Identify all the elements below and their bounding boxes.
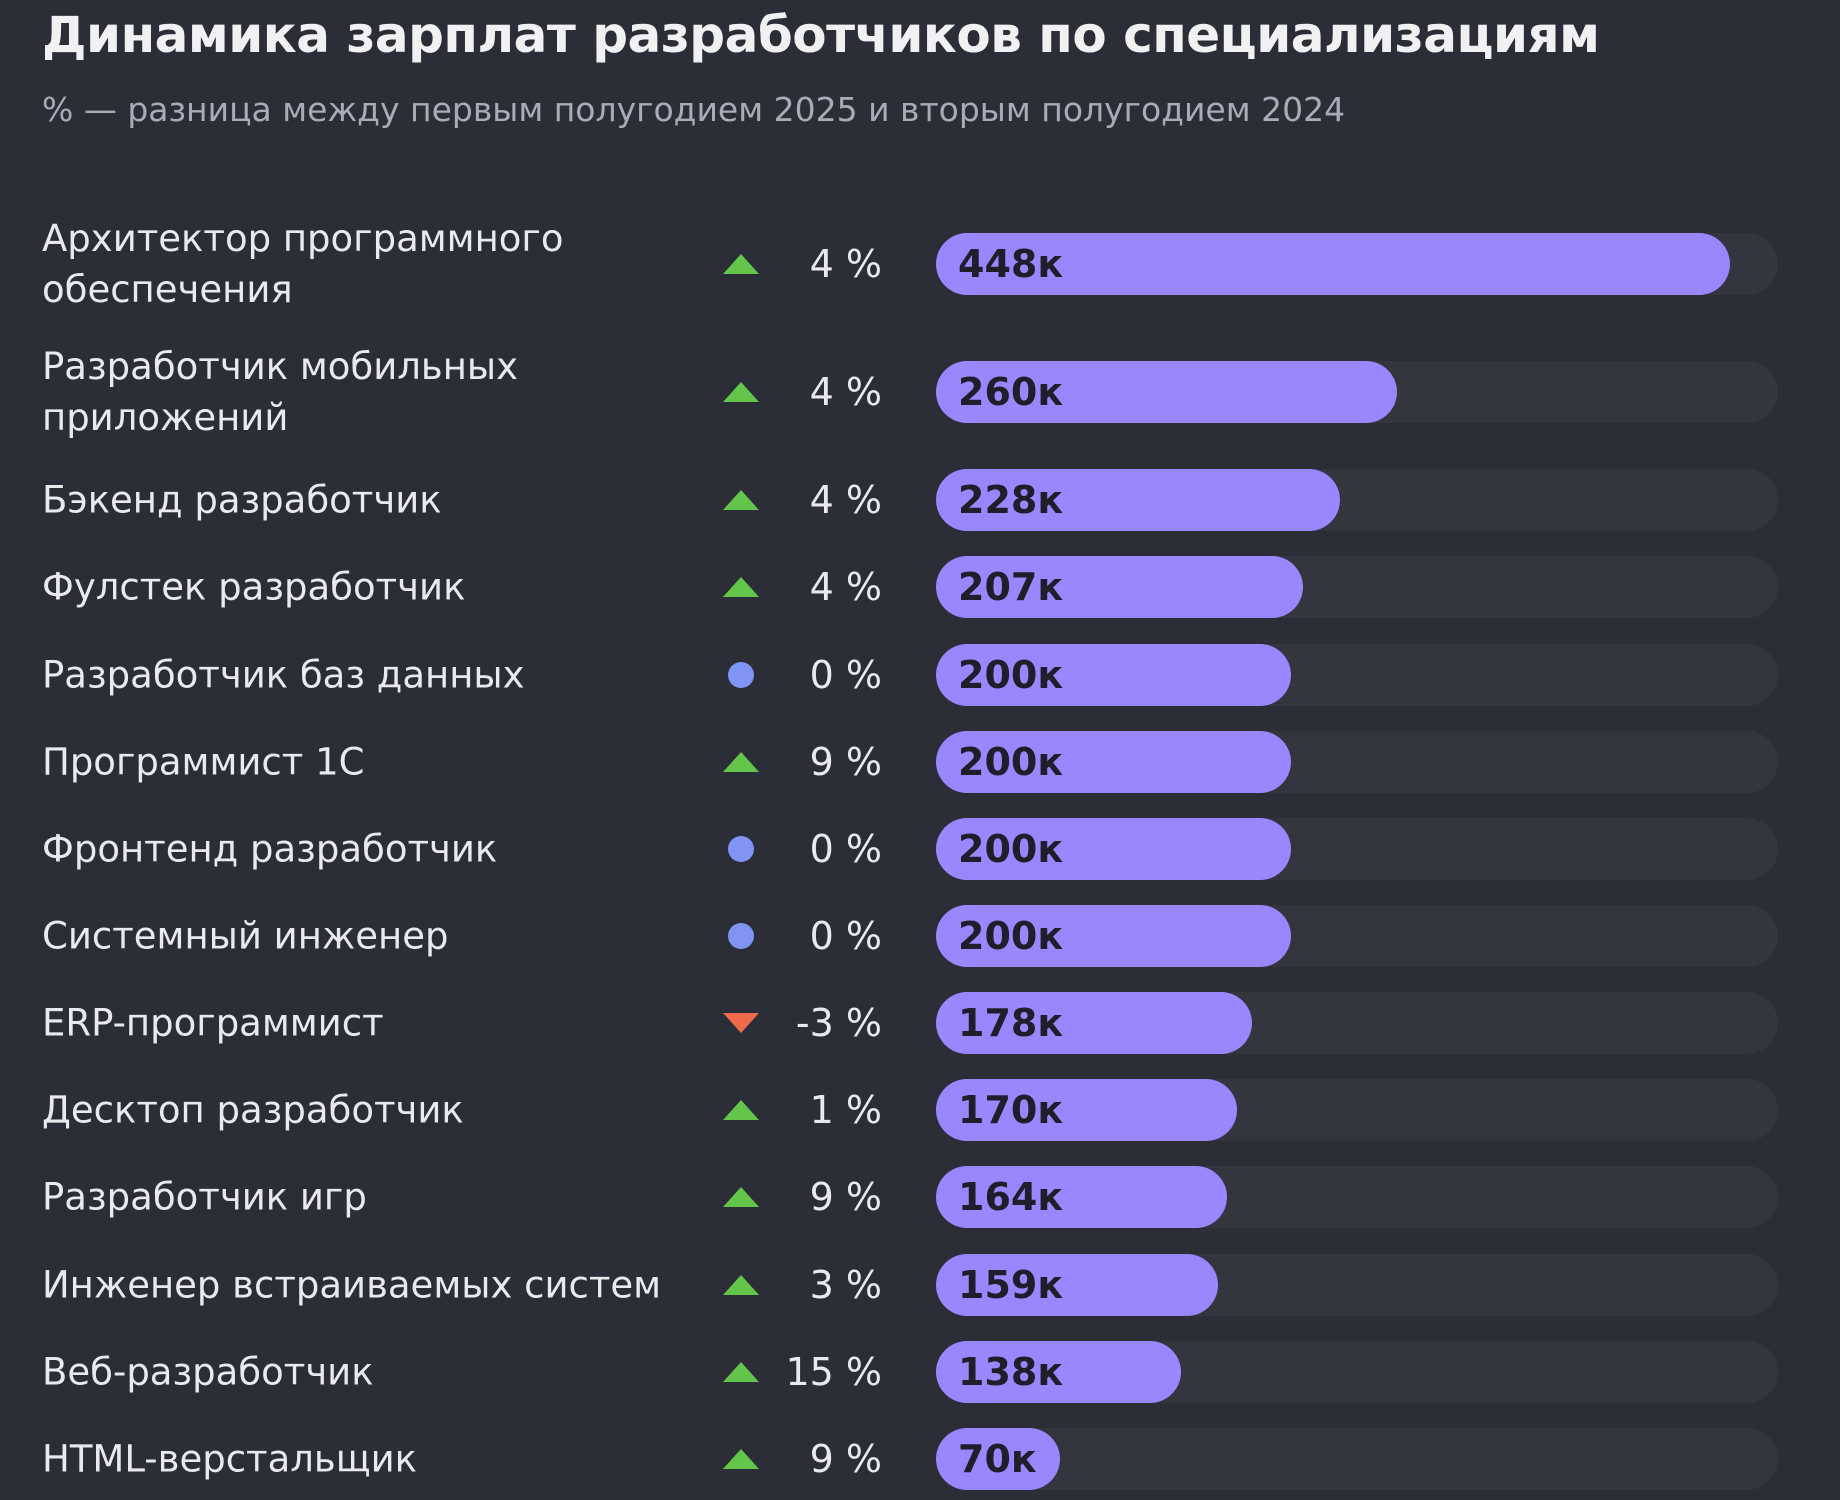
category-label: ERP-программист <box>42 1001 384 1045</box>
change-percent: -3 % <box>795 1001 882 1045</box>
category-label: Десктоп разработчик <box>42 1088 464 1132</box>
bar-value-label: 200к <box>958 740 1064 784</box>
change-percent: 9 % <box>809 1175 882 1219</box>
bar-track: 207к <box>936 556 1778 618</box>
trend-flat-icon <box>728 836 754 862</box>
salary-bar: 200к <box>936 731 1291 793</box>
bar-track: 138к <box>936 1341 1778 1403</box>
bar-value-label: 200к <box>958 827 1064 871</box>
category-label: Разработчик баз данных <box>42 653 525 697</box>
change-percent: 15 % <box>785 1350 882 1394</box>
salary-bar: 178к <box>936 992 1252 1054</box>
change-percent: 3 % <box>809 1263 882 1307</box>
bar-track: 200к <box>936 905 1778 967</box>
bar-value-label: 138к <box>958 1350 1064 1394</box>
change-percent: 0 % <box>809 653 882 697</box>
trend-up-icon <box>723 752 759 772</box>
trend-down-icon <box>723 1013 759 1033</box>
change-percent: 9 % <box>809 1437 882 1481</box>
salary-bar: 170к <box>936 1079 1237 1141</box>
change-percent: 1 % <box>809 1088 882 1132</box>
salary-bar: 207к <box>936 556 1303 618</box>
salary-bar: 70к <box>936 1428 1060 1490</box>
trend-up-icon <box>723 1362 759 1382</box>
bar-value-label: 70к <box>958 1437 1037 1481</box>
trend-up-icon <box>723 1187 759 1207</box>
bar-track: 228к <box>936 469 1778 531</box>
category-label: Бэкенд разработчик <box>42 478 442 522</box>
bar-track: 200к <box>936 818 1778 880</box>
category-label: Разработчик мобильных приложений <box>42 345 519 439</box>
trend-up-icon <box>723 1275 759 1295</box>
change-percent: 4 % <box>809 242 882 286</box>
salary-bar: 228к <box>936 469 1340 531</box>
chart-subtitle: % — разница между первым полугодием 2025… <box>42 90 1346 129</box>
trend-up-icon <box>723 382 759 402</box>
bar-value-label: 178к <box>958 1001 1064 1045</box>
trend-flat-icon <box>728 662 754 688</box>
change-percent: 9 % <box>809 740 882 784</box>
salary-bar: 138к <box>936 1341 1181 1403</box>
bar-value-label: 260к <box>958 370 1064 414</box>
category-label: Инженер встраиваемых систем <box>42 1263 662 1307</box>
category-label: Программист 1С <box>42 740 365 784</box>
change-percent: 4 % <box>809 478 882 522</box>
bar-track: 448к <box>936 233 1778 295</box>
bar-track: 200к <box>936 644 1778 706</box>
salary-bar: 164к <box>936 1166 1227 1228</box>
bar-value-label: 200к <box>958 914 1064 958</box>
change-percent: 0 % <box>809 914 882 958</box>
change-percent: 0 % <box>809 827 882 871</box>
trend-up-icon <box>723 1100 759 1120</box>
bar-value-label: 207к <box>958 565 1064 609</box>
change-percent: 4 % <box>809 565 882 609</box>
salary-bar: 448к <box>936 233 1730 295</box>
trend-up-icon <box>723 1449 759 1469</box>
bar-track: 178к <box>936 992 1778 1054</box>
category-label: Фронтенд разработчик <box>42 827 498 871</box>
trend-up-icon <box>723 490 759 510</box>
category-label: Разработчик игр <box>42 1175 367 1219</box>
bar-value-label: 200к <box>958 653 1064 697</box>
trend-up-icon <box>723 577 759 597</box>
category-label: Фулстек разработчик <box>42 565 466 609</box>
salary-bar: 200к <box>936 644 1291 706</box>
bar-value-label: 228к <box>958 478 1064 522</box>
salary-bar: 200к <box>936 818 1291 880</box>
bar-track: 70к <box>936 1428 1778 1490</box>
bar-track: 200к <box>936 731 1778 793</box>
bar-value-label: 448к <box>958 242 1064 286</box>
bar-track: 170к <box>936 1079 1778 1141</box>
bar-track: 164к <box>936 1166 1778 1228</box>
bar-track: 260к <box>936 361 1778 423</box>
salary-bar: 260к <box>936 361 1397 423</box>
bar-track: 159к <box>936 1254 1778 1316</box>
bar-value-label: 159к <box>958 1263 1064 1307</box>
chart-title: Динамика зарплат разработчиков по специа… <box>42 6 1600 64</box>
category-label: Системный инженер <box>42 914 449 958</box>
change-percent: 4 % <box>809 370 882 414</box>
trend-up-icon <box>723 254 759 274</box>
salary-bar: 159к <box>936 1254 1218 1316</box>
salary-bar: 200к <box>936 905 1291 967</box>
category-label: Веб-разработчик <box>42 1350 374 1394</box>
category-label: HTML-верстальщик <box>42 1437 417 1481</box>
trend-flat-icon <box>728 923 754 949</box>
bar-value-label: 170к <box>958 1088 1064 1132</box>
bar-value-label: 164к <box>958 1175 1064 1219</box>
category-label: Архитектор программного обеспечения <box>42 217 564 311</box>
